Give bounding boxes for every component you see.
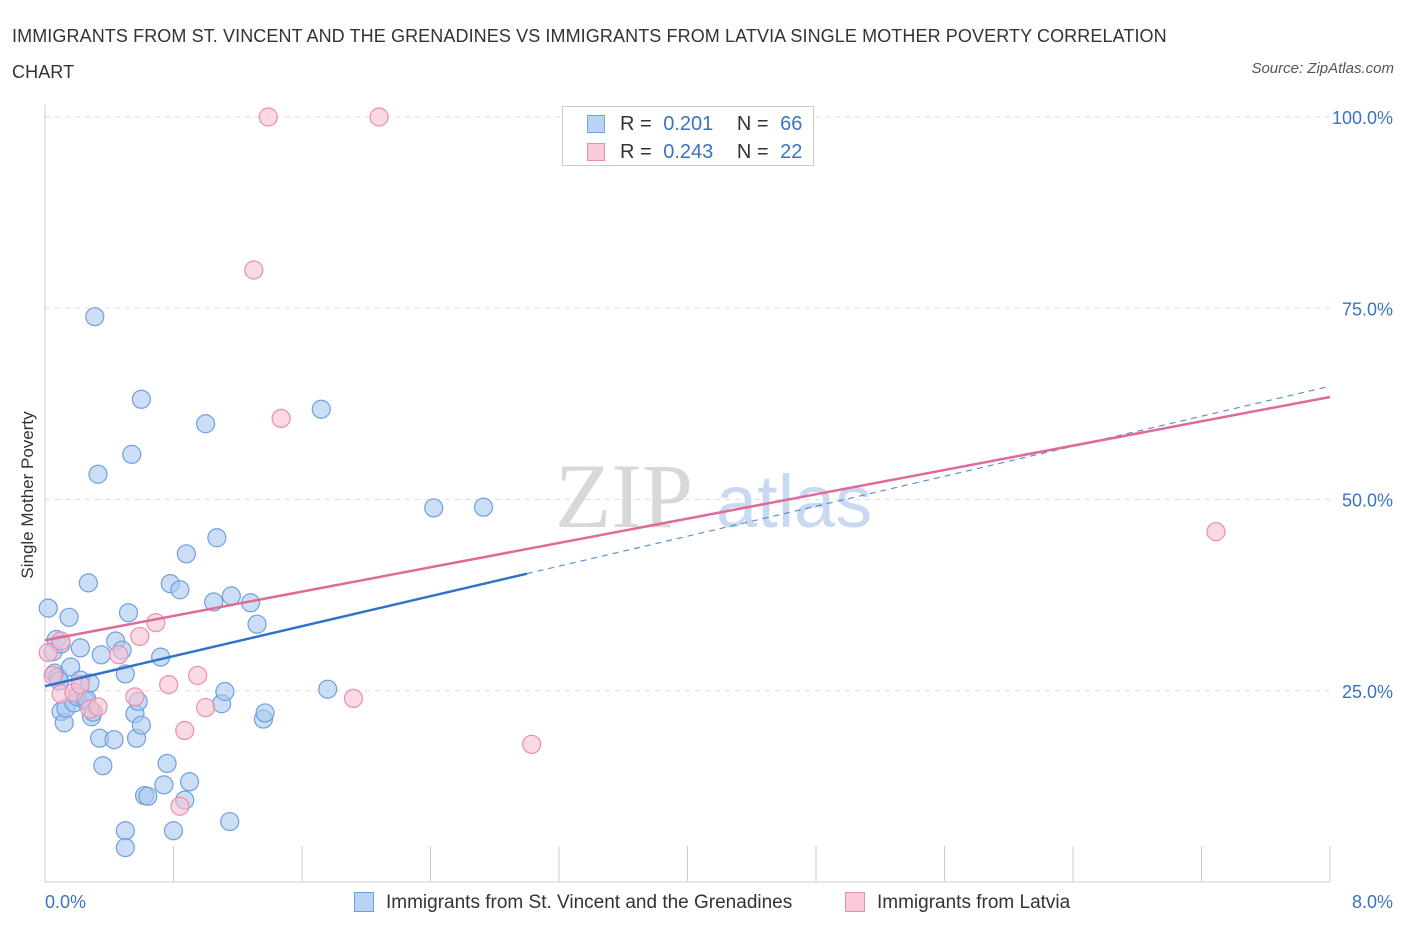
x-tick-label: 0.0% xyxy=(45,892,86,912)
point-st-vincent xyxy=(196,414,216,434)
point-st-vincent xyxy=(255,703,275,723)
point-st-vincent xyxy=(220,811,240,832)
point-st-vincent xyxy=(138,786,158,806)
point-st-vincent xyxy=(247,614,267,634)
watermark: ZIP atlas xyxy=(555,445,872,547)
watermark-atlas: atlas xyxy=(716,460,872,543)
legend-r-label: R = xyxy=(620,113,652,135)
point-latvia xyxy=(369,107,389,127)
point-st-vincent xyxy=(118,603,139,623)
series-blue-points xyxy=(38,307,494,858)
trendline-latvia xyxy=(44,395,1331,642)
axes xyxy=(44,105,1331,883)
point-st-vincent xyxy=(176,544,196,564)
point-st-vincent xyxy=(59,607,79,627)
point-latvia xyxy=(244,260,264,280)
legend-r-value-pink: 0.243 xyxy=(663,141,714,163)
point-st-vincent xyxy=(91,645,111,665)
point-st-vincent xyxy=(311,399,331,419)
point-latvia xyxy=(175,720,195,741)
legend-swatch-pink xyxy=(845,892,865,912)
point-st-vincent xyxy=(104,730,124,750)
point-latvia xyxy=(146,613,166,633)
point-st-vincent xyxy=(85,307,105,327)
point-latvia xyxy=(258,107,278,127)
source-credit: Source: ZipAtlas.com xyxy=(1251,60,1394,77)
point-st-vincent xyxy=(473,497,494,517)
point-latvia xyxy=(1206,522,1226,542)
point-st-vincent xyxy=(207,528,227,548)
point-latvia xyxy=(196,697,216,718)
point-st-vincent xyxy=(61,657,81,677)
point-st-vincent xyxy=(131,715,151,735)
point-st-vincent xyxy=(157,753,177,774)
tick-labels: 25.0% 50.0% 75.0% 100.0% 0.0% 8.0% xyxy=(45,108,1393,912)
point-st-vincent xyxy=(318,679,338,699)
legend-r-value-blue: 0.201 xyxy=(663,113,714,135)
legend-n-value-blue: 66 xyxy=(780,113,803,135)
legend-n-label: N = xyxy=(736,141,769,163)
trendlines xyxy=(44,385,1331,688)
legend-swatch-blue xyxy=(587,115,605,133)
point-st-vincent xyxy=(88,464,108,484)
chart-title: IMMIGRANTS FROM ST. VINCENT AND THE GREN… xyxy=(12,26,1167,82)
point-latvia xyxy=(51,631,71,651)
x-tick-label: 8.0% xyxy=(1352,892,1393,912)
point-latvia xyxy=(109,645,129,665)
point-latvia xyxy=(187,665,208,686)
point-st-vincent xyxy=(38,598,58,618)
point-latvia xyxy=(88,697,108,717)
point-latvia xyxy=(343,688,363,709)
trendline-st-vincent-extension xyxy=(526,385,1331,575)
point-st-vincent xyxy=(115,821,135,841)
y-tick-label: 25.0% xyxy=(1342,682,1393,702)
point-latvia xyxy=(159,675,179,695)
point-st-vincent xyxy=(70,638,90,658)
stats-legend: R = 0.201 N = 66 R = 0.243 N = 22 xyxy=(562,106,814,166)
point-st-vincent xyxy=(122,444,142,464)
y-tick-label: 100.0% xyxy=(1332,108,1393,128)
point-st-vincent xyxy=(221,586,241,606)
point-latvia xyxy=(125,687,145,707)
trendline-st-vincent xyxy=(44,572,528,688)
legend-label-st-vincent: Immigrants from St. Vincent and the Gren… xyxy=(386,892,793,913)
point-latvia xyxy=(170,796,190,816)
point-latvia xyxy=(522,734,542,754)
legend-swatch-blue xyxy=(354,892,374,912)
point-st-vincent xyxy=(424,498,444,518)
point-st-vincent xyxy=(179,772,200,792)
point-st-vincent xyxy=(93,756,113,776)
series-pink-points xyxy=(38,107,1226,816)
legend-label-latvia: Immigrants from Latvia xyxy=(877,892,1071,913)
legend-n-label: N = xyxy=(736,113,769,135)
legend-n-value-pink: 22 xyxy=(780,141,803,163)
point-st-vincent xyxy=(78,573,98,593)
legend-r-label: R = xyxy=(620,141,652,163)
point-latvia xyxy=(271,408,291,429)
y-tick-label: 75.0% xyxy=(1342,299,1393,319)
point-st-vincent xyxy=(131,389,151,409)
series-legend: Immigrants from St. Vincent and the Gren… xyxy=(0,890,1406,916)
point-st-vincent xyxy=(170,580,190,600)
point-latvia xyxy=(38,642,58,663)
point-st-vincent xyxy=(115,837,135,858)
point-st-vincent xyxy=(163,821,184,841)
y-tick-label: 50.0% xyxy=(1342,491,1393,511)
point-latvia xyxy=(130,626,150,647)
point-st-vincent xyxy=(215,681,235,702)
legend-swatch-pink xyxy=(587,143,605,161)
point-st-vincent xyxy=(154,775,174,795)
